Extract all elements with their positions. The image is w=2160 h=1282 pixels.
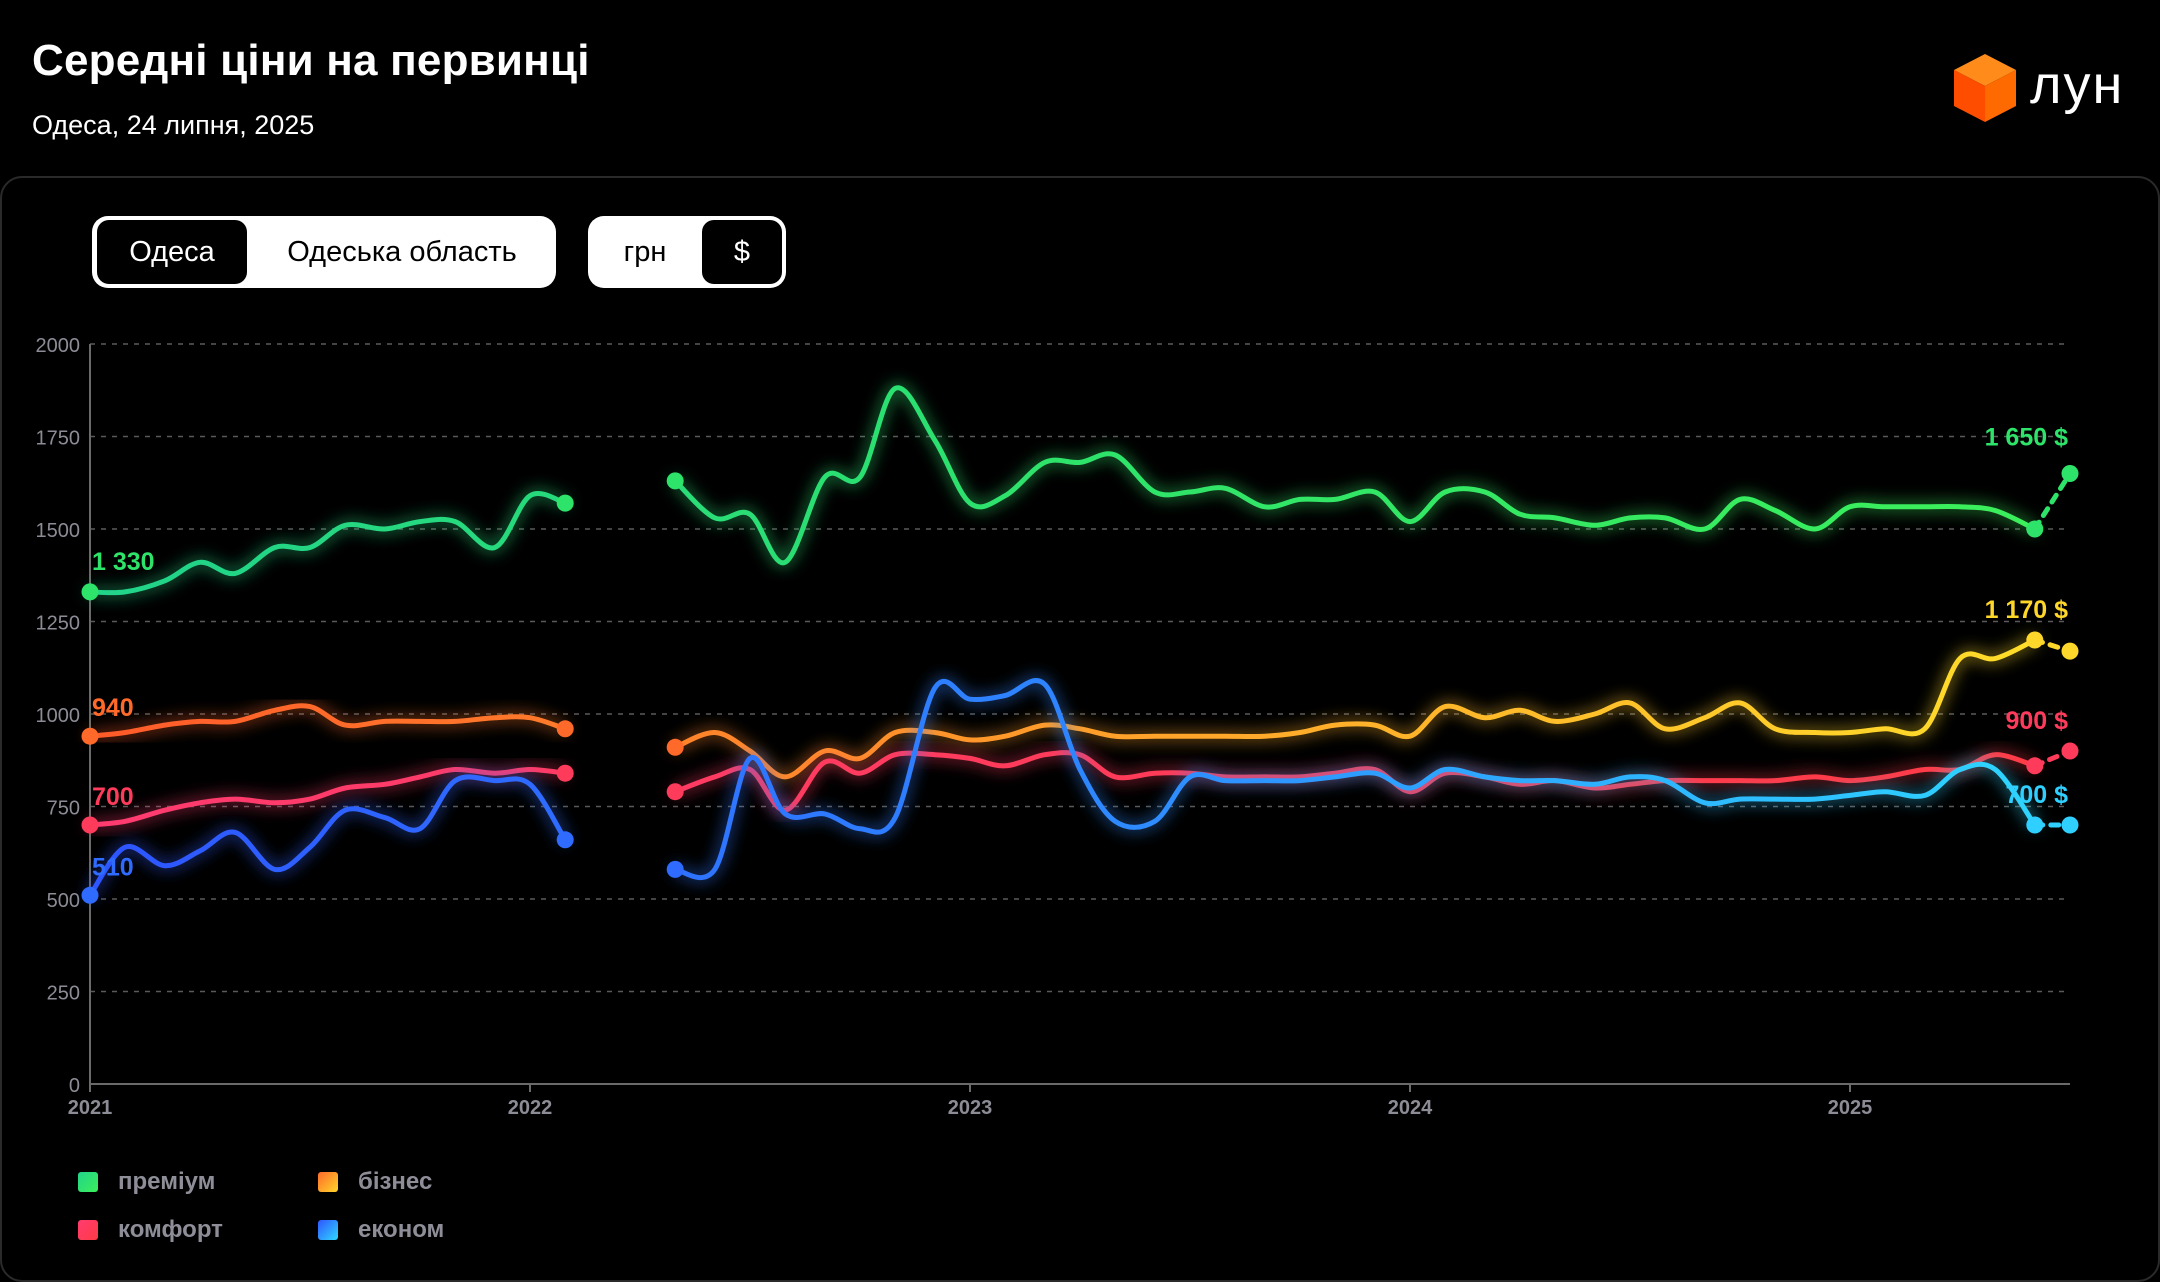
series-point-econom[interactable]	[81, 886, 99, 904]
start-value-label-premium: 1 330	[92, 548, 155, 576]
region-toggle: Одеса Одеська область	[92, 216, 556, 288]
cube-logo-icon	[1954, 54, 2016, 122]
end-value-label-business: 1 170 $	[1985, 596, 2069, 624]
legend-item-premium[interactable]: преміум	[78, 1168, 215, 1196]
legend-swatch-premium	[78, 1172, 98, 1192]
start-value-label-comfort: 700	[92, 783, 134, 811]
region-option-oblast[interactable]: Одеська область	[287, 235, 517, 268]
legend-label-econom: економ	[358, 1216, 445, 1243]
series-point-business[interactable]	[2061, 642, 2079, 660]
series-line-comfort[interactable]	[87, 766, 568, 828]
legend-swatch-business	[318, 1172, 338, 1192]
end-value-label-premium: 1 650 $	[1985, 424, 2069, 452]
series-point-business[interactable]	[556, 720, 574, 738]
series-line-premium[interactable]	[87, 491, 568, 596]
page-title: Середні ціни на первинці	[32, 36, 590, 85]
series-line-comfort[interactable]	[672, 750, 2038, 813]
series-forecast-premium	[2032, 471, 2073, 532]
legend-label-premium: преміум	[118, 1168, 216, 1195]
y-tick-label: 750	[47, 798, 80, 820]
end-value-label-econom: 700 $	[2005, 781, 2068, 809]
brand-logo-text: лун	[2030, 55, 2125, 115]
legend-item-econom[interactable]: економ	[318, 1216, 444, 1244]
series-point-comfort[interactable]	[556, 764, 574, 782]
start-value-label-business: 940	[92, 694, 134, 722]
start-value-label-econom: 510	[92, 853, 134, 881]
x-tick-label: 2024	[1388, 1097, 1433, 1119]
chart-value-labels: 1 330 1 650 $ 940 1 170 $ 700 900 $ 510 700 $	[92, 424, 2068, 882]
series-point-premium[interactable]	[666, 472, 684, 490]
x-tick-label: 2025	[1828, 1097, 1873, 1119]
y-tick-label: 0	[69, 1075, 80, 1097]
series-line-econom[interactable]	[672, 678, 2038, 881]
x-tick-label: 2023	[948, 1097, 993, 1119]
series-point-comfort[interactable]	[2061, 742, 2079, 760]
page-subtitle: Одеса, 24 липня, 2025	[32, 110, 315, 140]
series-point-econom[interactable]	[2061, 816, 2079, 834]
x-tick-label: 2021	[68, 1097, 113, 1119]
y-tick-label: 500	[47, 890, 80, 912]
legend-swatch-econom	[318, 1220, 338, 1240]
y-tick-label: 1250	[36, 613, 81, 635]
series-point-premium[interactable]	[2061, 465, 2079, 482]
chart-grid	[90, 343, 2070, 993]
series-point-econom[interactable]	[666, 860, 684, 878]
series-line-business[interactable]	[87, 703, 568, 739]
chart-axes: 0 250 500 750 1000 1250 1500 1750 2000 2021 2022 20…	[36, 335, 2070, 1119]
end-value-label-comfort: 900 $	[2005, 707, 2068, 735]
series-line-business[interactable]	[672, 637, 2038, 780]
header: Середні ціни на первинці Одеса, 24 липня…	[0, 0, 2160, 172]
series-point-premium[interactable]	[81, 583, 99, 601]
legend-item-comfort[interactable]: комфорт	[78, 1216, 223, 1244]
y-tick-label: 1500	[36, 520, 81, 542]
y-tick-label: 1750	[36, 428, 81, 450]
series-point-premium[interactable]	[556, 494, 574, 512]
x-tick-label: 2022	[508, 1097, 553, 1119]
y-tick-label: 1000	[36, 705, 81, 727]
series-point-econom[interactable]	[556, 831, 574, 849]
legend-label-comfort: комфорт	[118, 1216, 223, 1243]
y-tick-label: 2000	[36, 335, 81, 357]
currency-option-uah[interactable]: грн	[623, 235, 667, 268]
series-point-business[interactable]	[81, 727, 99, 745]
legend-item-business[interactable]: бізнес	[318, 1168, 432, 1196]
legend-swatch-comfort	[78, 1220, 98, 1240]
brand-logo[interactable]: лун	[1950, 50, 2130, 126]
series-point-business[interactable]	[666, 738, 684, 756]
currency-option-usd[interactable]: $	[702, 220, 782, 284]
series-line-premium[interactable]	[672, 385, 2038, 566]
chart-series	[81, 385, 2079, 904]
y-tick-label: 250	[47, 983, 80, 1005]
legend-label-business: бізнес	[358, 1168, 433, 1195]
currency-toggle: грн $	[588, 216, 786, 288]
series-point-comfort[interactable]	[81, 816, 99, 834]
region-option-odesa[interactable]: Одеса	[97, 220, 247, 284]
series-point-comfort[interactable]	[666, 783, 684, 801]
series-line-econom[interactable]	[87, 774, 568, 898]
